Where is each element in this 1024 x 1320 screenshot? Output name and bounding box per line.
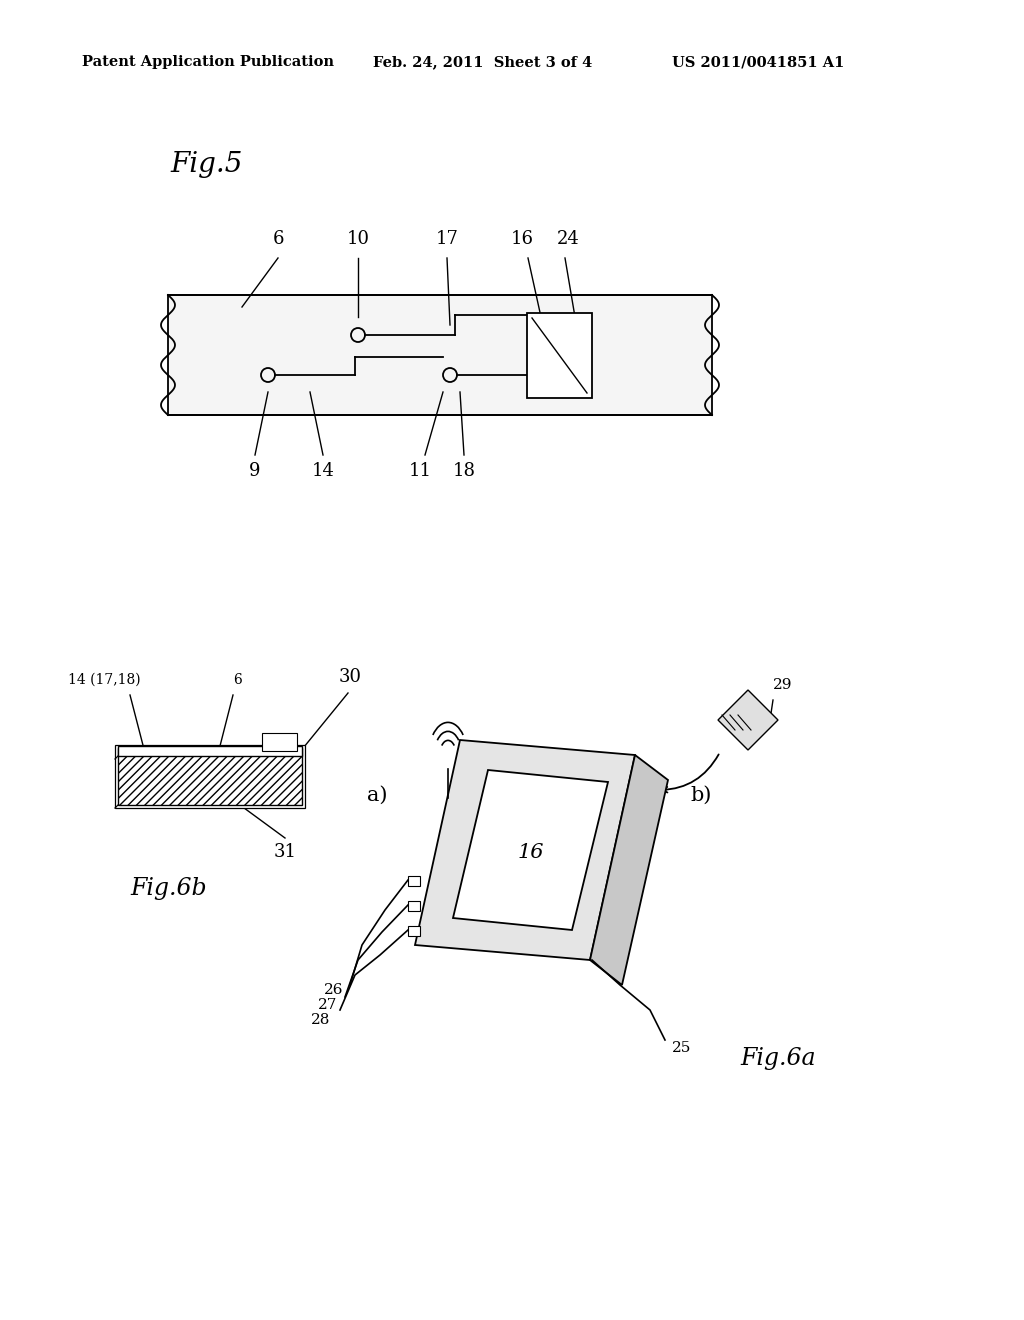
Polygon shape xyxy=(590,755,668,985)
Text: 30: 30 xyxy=(339,668,361,686)
Text: 31: 31 xyxy=(273,843,297,861)
Bar xyxy=(262,733,297,751)
Text: 17: 17 xyxy=(435,230,459,248)
Text: 24: 24 xyxy=(557,230,580,248)
Bar xyxy=(118,748,302,805)
Text: 26: 26 xyxy=(324,983,343,997)
Text: 16: 16 xyxy=(511,230,534,248)
Text: 14: 14 xyxy=(311,462,335,480)
Bar xyxy=(168,294,712,414)
Text: 29: 29 xyxy=(773,678,793,692)
Text: 16: 16 xyxy=(518,842,544,862)
Text: b): b) xyxy=(690,785,712,804)
Bar xyxy=(118,746,302,756)
Text: 9: 9 xyxy=(249,462,261,480)
Text: US 2011/0041851 A1: US 2011/0041851 A1 xyxy=(672,55,845,69)
Text: 27: 27 xyxy=(317,998,337,1012)
Text: 14 (17,18): 14 (17,18) xyxy=(68,673,140,686)
Text: Feb. 24, 2011  Sheet 3 of 4: Feb. 24, 2011 Sheet 3 of 4 xyxy=(373,55,592,69)
Text: 25: 25 xyxy=(672,1041,691,1055)
Polygon shape xyxy=(718,690,778,750)
Text: Fig.5: Fig.5 xyxy=(170,152,243,178)
Text: 6: 6 xyxy=(233,673,242,686)
Bar xyxy=(115,744,305,808)
Text: Fig.6b: Fig.6b xyxy=(130,876,207,899)
Polygon shape xyxy=(415,741,635,960)
Text: a): a) xyxy=(368,785,388,804)
Text: 18: 18 xyxy=(453,462,475,480)
Bar xyxy=(408,927,420,936)
Text: Fig.6a: Fig.6a xyxy=(740,1047,816,1069)
Text: 11: 11 xyxy=(409,462,431,480)
Bar xyxy=(527,313,592,399)
Text: 6: 6 xyxy=(272,230,284,248)
Bar xyxy=(408,876,420,886)
Polygon shape xyxy=(453,770,608,931)
Bar xyxy=(408,902,420,911)
Text: 28: 28 xyxy=(310,1012,330,1027)
Text: 10: 10 xyxy=(346,230,370,248)
Text: Patent Application Publication: Patent Application Publication xyxy=(82,55,334,69)
